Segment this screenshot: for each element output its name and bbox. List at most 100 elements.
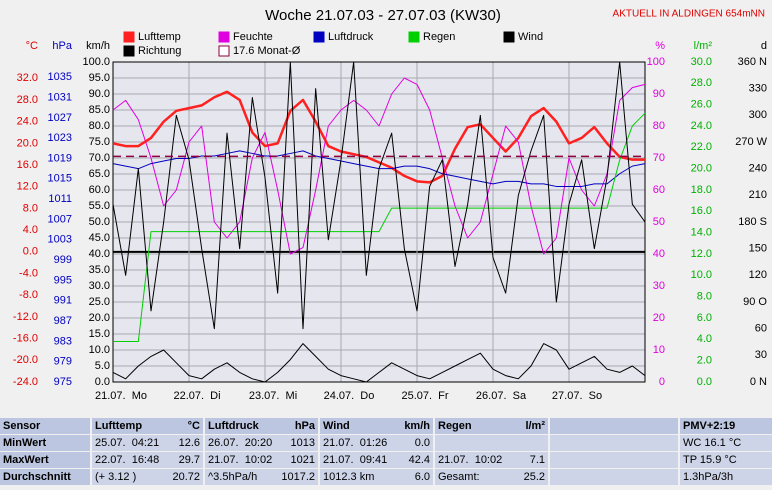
legend-swatch	[218, 31, 230, 43]
table-cell: °C	[162, 418, 203, 434]
tick-label: 1019	[48, 152, 72, 164]
tick-label: 983	[54, 335, 72, 347]
series-line	[112, 77, 646, 255]
tick-label: 6.0	[697, 312, 712, 324]
legend-swatch	[503, 31, 515, 43]
tick-label: 90 O	[743, 296, 767, 308]
table-cell: TP 15.9 °C	[678, 452, 772, 468]
axis-unit: %	[655, 40, 665, 52]
tick-label: 270 W	[735, 136, 767, 148]
tick-label: 12.0	[691, 248, 712, 260]
table-cell: WC 16.1 °C	[678, 435, 772, 451]
table-cell: (+ 3.12 )	[90, 469, 162, 485]
tick-label: 20	[653, 312, 665, 324]
station-label: AKTUELL IN ALDINGEN 654mNN	[613, 9, 765, 20]
table-cell: 22.07. 16:48	[90, 452, 162, 468]
table-cell: 1.3hPa/3h	[678, 469, 772, 485]
tick-label: 24.0	[691, 120, 712, 132]
tick-label: 30	[653, 280, 665, 292]
legend-swatch	[123, 31, 135, 43]
table-cell: 42.4	[392, 452, 433, 468]
tick-label: 10.0	[691, 269, 712, 281]
tick-label: 22.0	[691, 141, 712, 153]
tick-label: 12.0	[17, 181, 38, 193]
tick-label: 1023	[48, 132, 72, 144]
table-cell: MinWert	[0, 435, 90, 451]
table-cell: 20.72	[162, 469, 203, 485]
legend-swatch	[313, 31, 325, 43]
x-tick-label: 27.07. So	[552, 390, 602, 402]
table-cell: 1012.3 km	[318, 469, 392, 485]
table-cell: 21.07. 10:02	[433, 452, 507, 468]
tick-label: 100	[647, 56, 665, 68]
tick-label: 995	[54, 274, 72, 286]
tick-label: 150	[749, 243, 767, 255]
x-tick-label: 26.07. Sa	[476, 390, 527, 402]
table-cell: 7.1	[507, 452, 548, 468]
tick-label: 1035	[48, 71, 72, 83]
table-cell: 12.6	[162, 435, 203, 451]
x-tick-label: 25.07. Fr	[401, 390, 448, 402]
tick-label: 28.0	[691, 77, 712, 89]
table-cell: 21.07. 09:41	[318, 452, 392, 468]
tick-label: 8.0	[23, 202, 38, 214]
tick-label: 24.0	[17, 116, 38, 128]
tick-label: 35.0	[89, 264, 110, 276]
table-cell: PMV+2:19	[678, 418, 772, 434]
legend-label: Lufttemp	[138, 31, 181, 43]
tick-label: -4.0	[19, 267, 38, 279]
tick-label: 999	[54, 254, 72, 266]
tick-label: 28.0	[17, 94, 38, 106]
stats-table: Sensor Lufttemp °C Luftdruck hPa Wind km/h Rege…	[0, 418, 772, 490]
tick-label: 16.0	[17, 159, 38, 171]
table-cell: Luftdruck	[203, 418, 277, 434]
table-cell: Lufttemp	[90, 418, 162, 434]
tick-label: 80.0	[89, 120, 110, 132]
tick-label: 10.0	[89, 344, 110, 356]
series-line	[112, 343, 646, 383]
chart: Woche 21.07.03 - 27.07.03 (KW30) AKTUELL…	[13, 7, 768, 402]
tick-label: 70	[653, 152, 665, 164]
tick-label: 25.0	[89, 296, 110, 308]
legend-label: Luftdruck	[328, 31, 374, 43]
tick-label: 90.0	[89, 88, 110, 100]
tick-label: 60	[653, 184, 665, 196]
tick-label: 1003	[48, 234, 72, 246]
table-cell: Regen	[433, 418, 507, 434]
tick-label: 40.0	[89, 248, 110, 260]
tick-label: 1027	[48, 112, 72, 124]
tick-label: 5.0	[95, 360, 110, 372]
table-cell: 25.2	[507, 469, 548, 485]
tick-label: 0.0	[95, 376, 110, 388]
table-cell	[548, 469, 678, 485]
tick-label: 4.0	[697, 333, 712, 345]
legend-swatch	[408, 31, 420, 43]
tick-label: 18.0	[691, 184, 712, 196]
tick-label: -8.0	[19, 289, 38, 301]
tick-label: 987	[54, 315, 72, 327]
tick-label: 0.0	[23, 246, 38, 258]
table-cell: Gesamt:	[433, 469, 507, 485]
tick-label: 40	[653, 248, 665, 260]
tick-label: 60.0	[89, 184, 110, 196]
tick-label: 975	[54, 376, 72, 388]
tick-label: 330	[749, 83, 767, 95]
x-tick-label: 24.07. Do	[324, 390, 375, 402]
tick-label: 979	[54, 356, 72, 368]
table-cell	[507, 435, 548, 451]
legend-swatch	[123, 45, 135, 57]
table-cell: 29.7	[162, 452, 203, 468]
tick-label: 20.0	[691, 163, 712, 175]
tick-label: 26.0	[691, 99, 712, 111]
tick-label: 0	[659, 376, 665, 388]
tick-label: 30.0	[89, 280, 110, 292]
tick-label: 50.0	[89, 216, 110, 228]
tick-label: 60	[755, 323, 767, 335]
tick-label: 30.0	[691, 56, 712, 68]
legend-label: Feuchte	[233, 31, 273, 43]
tick-label: 32.0	[17, 72, 38, 84]
table-cell	[548, 452, 678, 468]
x-tick-label: 23.07. Mi	[249, 390, 297, 402]
legend-label: 17.6 Monat-Ø	[233, 45, 301, 57]
tick-label: 80	[653, 120, 665, 132]
